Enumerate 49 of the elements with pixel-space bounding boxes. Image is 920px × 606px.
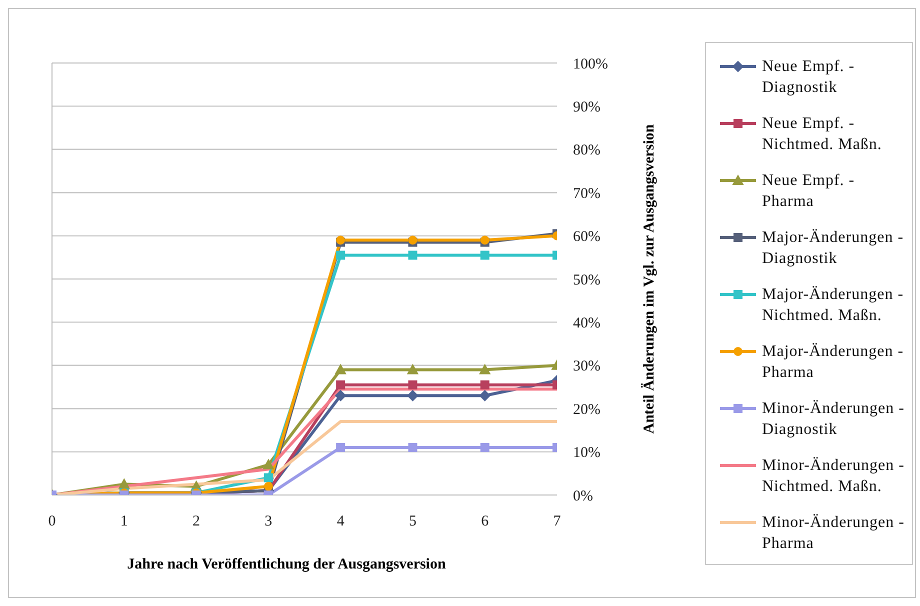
legend-label: Major-Änderungen - Pharma	[762, 342, 905, 383]
y-tick-label: 20%	[573, 402, 600, 418]
legend-label: Neue Empf. - Nichtmed. Maßn.	[762, 114, 883, 155]
point	[480, 442, 490, 452]
y-tick-label: 10%	[573, 445, 600, 462]
legend-label: Minor-Änderungen - Nichtmed. Maßn.	[762, 456, 906, 497]
point	[479, 364, 490, 374]
x-tick-label: 1	[120, 514, 128, 530]
x-tick-label: 7	[553, 514, 562, 530]
point	[335, 364, 346, 374]
x-tick-label: 6	[481, 514, 490, 530]
point	[480, 380, 490, 390]
point	[408, 442, 418, 452]
y-axis-title: Anteil Änderungen im Vgl. zur Ausgangsversion	[640, 124, 658, 434]
point	[264, 482, 273, 491]
x-tick-label: 2	[192, 514, 200, 530]
point	[480, 250, 490, 260]
y-tick-label: 80%	[573, 142, 600, 159]
y-tick-label: 50%	[573, 272, 600, 288]
point	[336, 380, 346, 390]
point	[264, 473, 273, 482]
legend-label: Major-Änderungen - Diagnostik	[762, 228, 905, 269]
point	[118, 478, 130, 489]
point	[336, 442, 346, 452]
point	[479, 390, 490, 402]
point	[407, 364, 418, 374]
y-tick-label: 60%	[573, 229, 600, 246]
y-tick-label: 70%	[573, 186, 600, 202]
point	[407, 390, 418, 402]
x-tick-label: 5	[408, 514, 416, 530]
point	[408, 380, 418, 390]
y-tick-label: 100%	[573, 56, 608, 72]
legend-label: Minor-Änderungen - Diagnostik	[762, 399, 906, 440]
legend-label: Major-Änderungen - Nichtmed. Maßn.	[762, 285, 905, 326]
y-tick-label: 30%	[573, 358, 600, 375]
x-tick-label: 4	[336, 514, 345, 530]
legend-label: Neue Empf. - Diagnostik	[762, 57, 856, 98]
legend-label: Minor-Änderungen - Pharma	[762, 513, 906, 554]
x-tick-label: 3	[264, 514, 272, 530]
point	[336, 250, 346, 260]
point	[262, 459, 274, 470]
point	[335, 390, 346, 402]
x-tick-label: 0	[48, 514, 56, 530]
x-axis-title: Jahre nach Veröffentlichung der Ausgangsversion	[127, 556, 446, 572]
point	[408, 250, 418, 260]
y-tick-label: 90%	[573, 100, 600, 116]
y-tick-label: 40%	[573, 316, 600, 332]
legend-label: Neue Empf. - Pharma	[762, 171, 856, 212]
y-tick-label: 0%	[573, 488, 593, 504]
